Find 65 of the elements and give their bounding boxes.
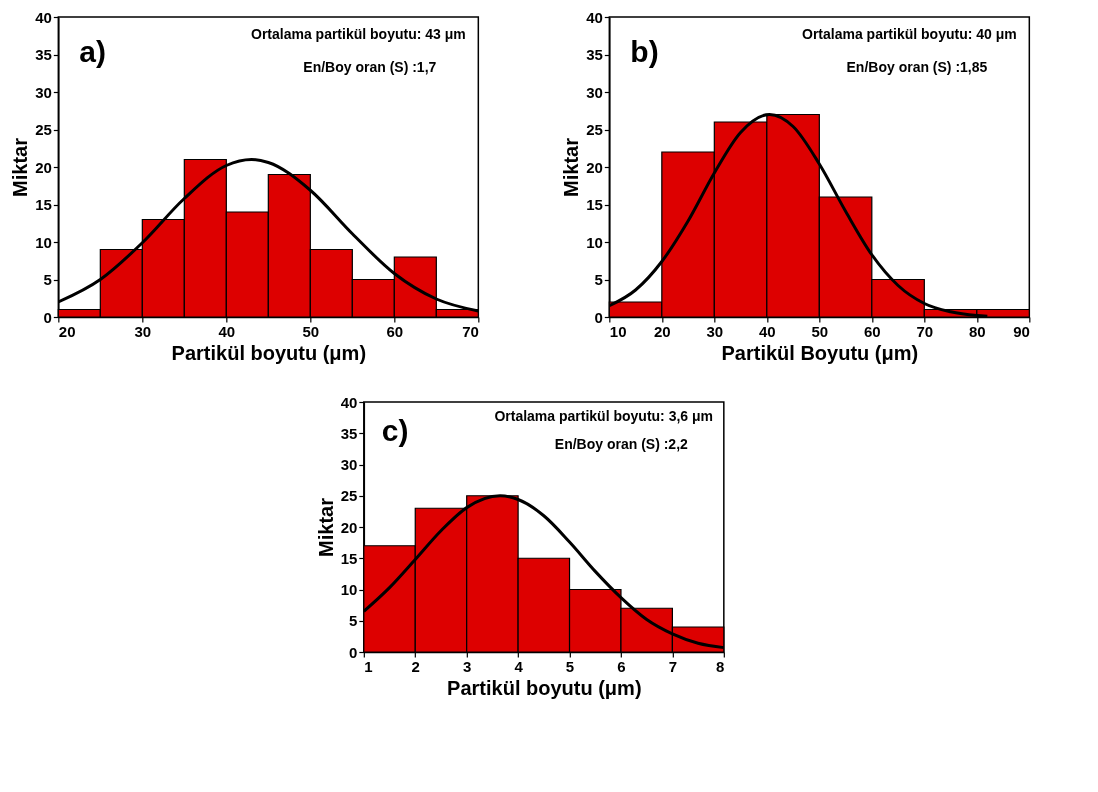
y-tick-label: 25 <box>340 487 358 505</box>
x-tick-label: 5 <box>565 657 575 675</box>
annotation: En/Boy oran (S) :1,7 <box>303 59 437 75</box>
y-tick-label: 35 <box>35 46 52 63</box>
y-tick-label: 5 <box>43 271 52 288</box>
y-tick-label: 15 <box>35 196 52 213</box>
x-tick-label: 50 <box>811 322 829 340</box>
x-tick-label: 70 <box>916 322 934 340</box>
y-tick-label: 5 <box>348 612 358 630</box>
y-tick-label: 25 <box>586 121 603 138</box>
x-tick-label: 60 <box>863 322 881 340</box>
annotation: En/Boy oran (S) :1,85 <box>846 59 988 75</box>
y-tick-label: 35 <box>340 424 358 442</box>
x-tick-label: 6 <box>617 657 626 675</box>
x-tick-label: 1 <box>364 657 373 675</box>
x-tick-label: 7 <box>668 657 678 675</box>
x-tick-label: 60 <box>386 322 404 340</box>
annotation: Ortalama partikül boyutu: 43 μm <box>250 26 466 42</box>
x-tick-label: 50 <box>302 322 320 340</box>
x-tick-label: 2 <box>411 657 420 675</box>
x-tick-label: 10 <box>609 322 627 340</box>
x-tick-label: 90 <box>1013 322 1030 340</box>
y-tick-label: 30 <box>35 83 52 101</box>
y-tick-label: 10 <box>35 233 52 251</box>
y-tick-label: 25 <box>35 121 52 138</box>
y-tick-label: 15 <box>586 196 603 213</box>
x-tick-label: 20 <box>653 322 671 340</box>
y-tick-label: 10 <box>340 581 358 598</box>
annotation: c) <box>381 414 409 447</box>
y-tick-label: 15 <box>340 549 358 567</box>
y-tick-label: 5 <box>594 271 603 288</box>
y-tick-label: 20 <box>586 158 603 176</box>
y-tick-label: 0 <box>348 643 358 661</box>
y-tick-label: 40 <box>35 8 52 26</box>
y-axis-title: Miktar <box>314 497 337 557</box>
x-tick-label: 20 <box>58 322 76 340</box>
y-tick-label: 35 <box>586 46 603 63</box>
y-axis-title: Miktar <box>9 137 32 197</box>
annotation: Ortalama partikül boyutu: 3,6 μm <box>494 408 714 424</box>
annotation: En/Boy oran (S) :2,2 <box>554 435 689 452</box>
x-tick-label: 70 <box>462 322 479 340</box>
x-tick-label: 80 <box>968 322 986 340</box>
x-tick-label: 40 <box>218 322 236 340</box>
y-tick-label: 0 <box>43 308 52 326</box>
annotation: a) <box>79 35 107 68</box>
x-axis-title: Partikül boyutu (μm) <box>447 676 642 699</box>
y-tick-label: 20 <box>340 518 358 536</box>
y-tick-label: 40 <box>586 8 603 26</box>
y-tick-label: 40 <box>340 393 358 411</box>
y-tick-label: 30 <box>340 456 358 473</box>
y-tick-label: 10 <box>586 233 603 251</box>
x-tick-label: 8 <box>715 657 725 675</box>
y-tick-label: 30 <box>586 83 603 101</box>
x-tick-label: 4 <box>514 657 524 675</box>
x-axis-title: Partikül Boyutu (μm) <box>721 341 919 364</box>
y-tick-label: 0 <box>594 308 603 326</box>
y-axis-title: Miktar <box>560 137 583 197</box>
annotation: b) <box>630 35 659 68</box>
x-tick-label: 30 <box>134 322 152 340</box>
x-tick-label: 30 <box>706 322 724 340</box>
x-tick-label: 3 <box>463 657 472 675</box>
annotation: Ortalama partikül boyutu: 40 μm <box>801 26 1017 42</box>
y-tick-label: 20 <box>35 158 52 176</box>
x-tick-label: 40 <box>758 322 776 340</box>
x-axis-title: Partikül boyutu (μm) <box>171 341 367 364</box>
